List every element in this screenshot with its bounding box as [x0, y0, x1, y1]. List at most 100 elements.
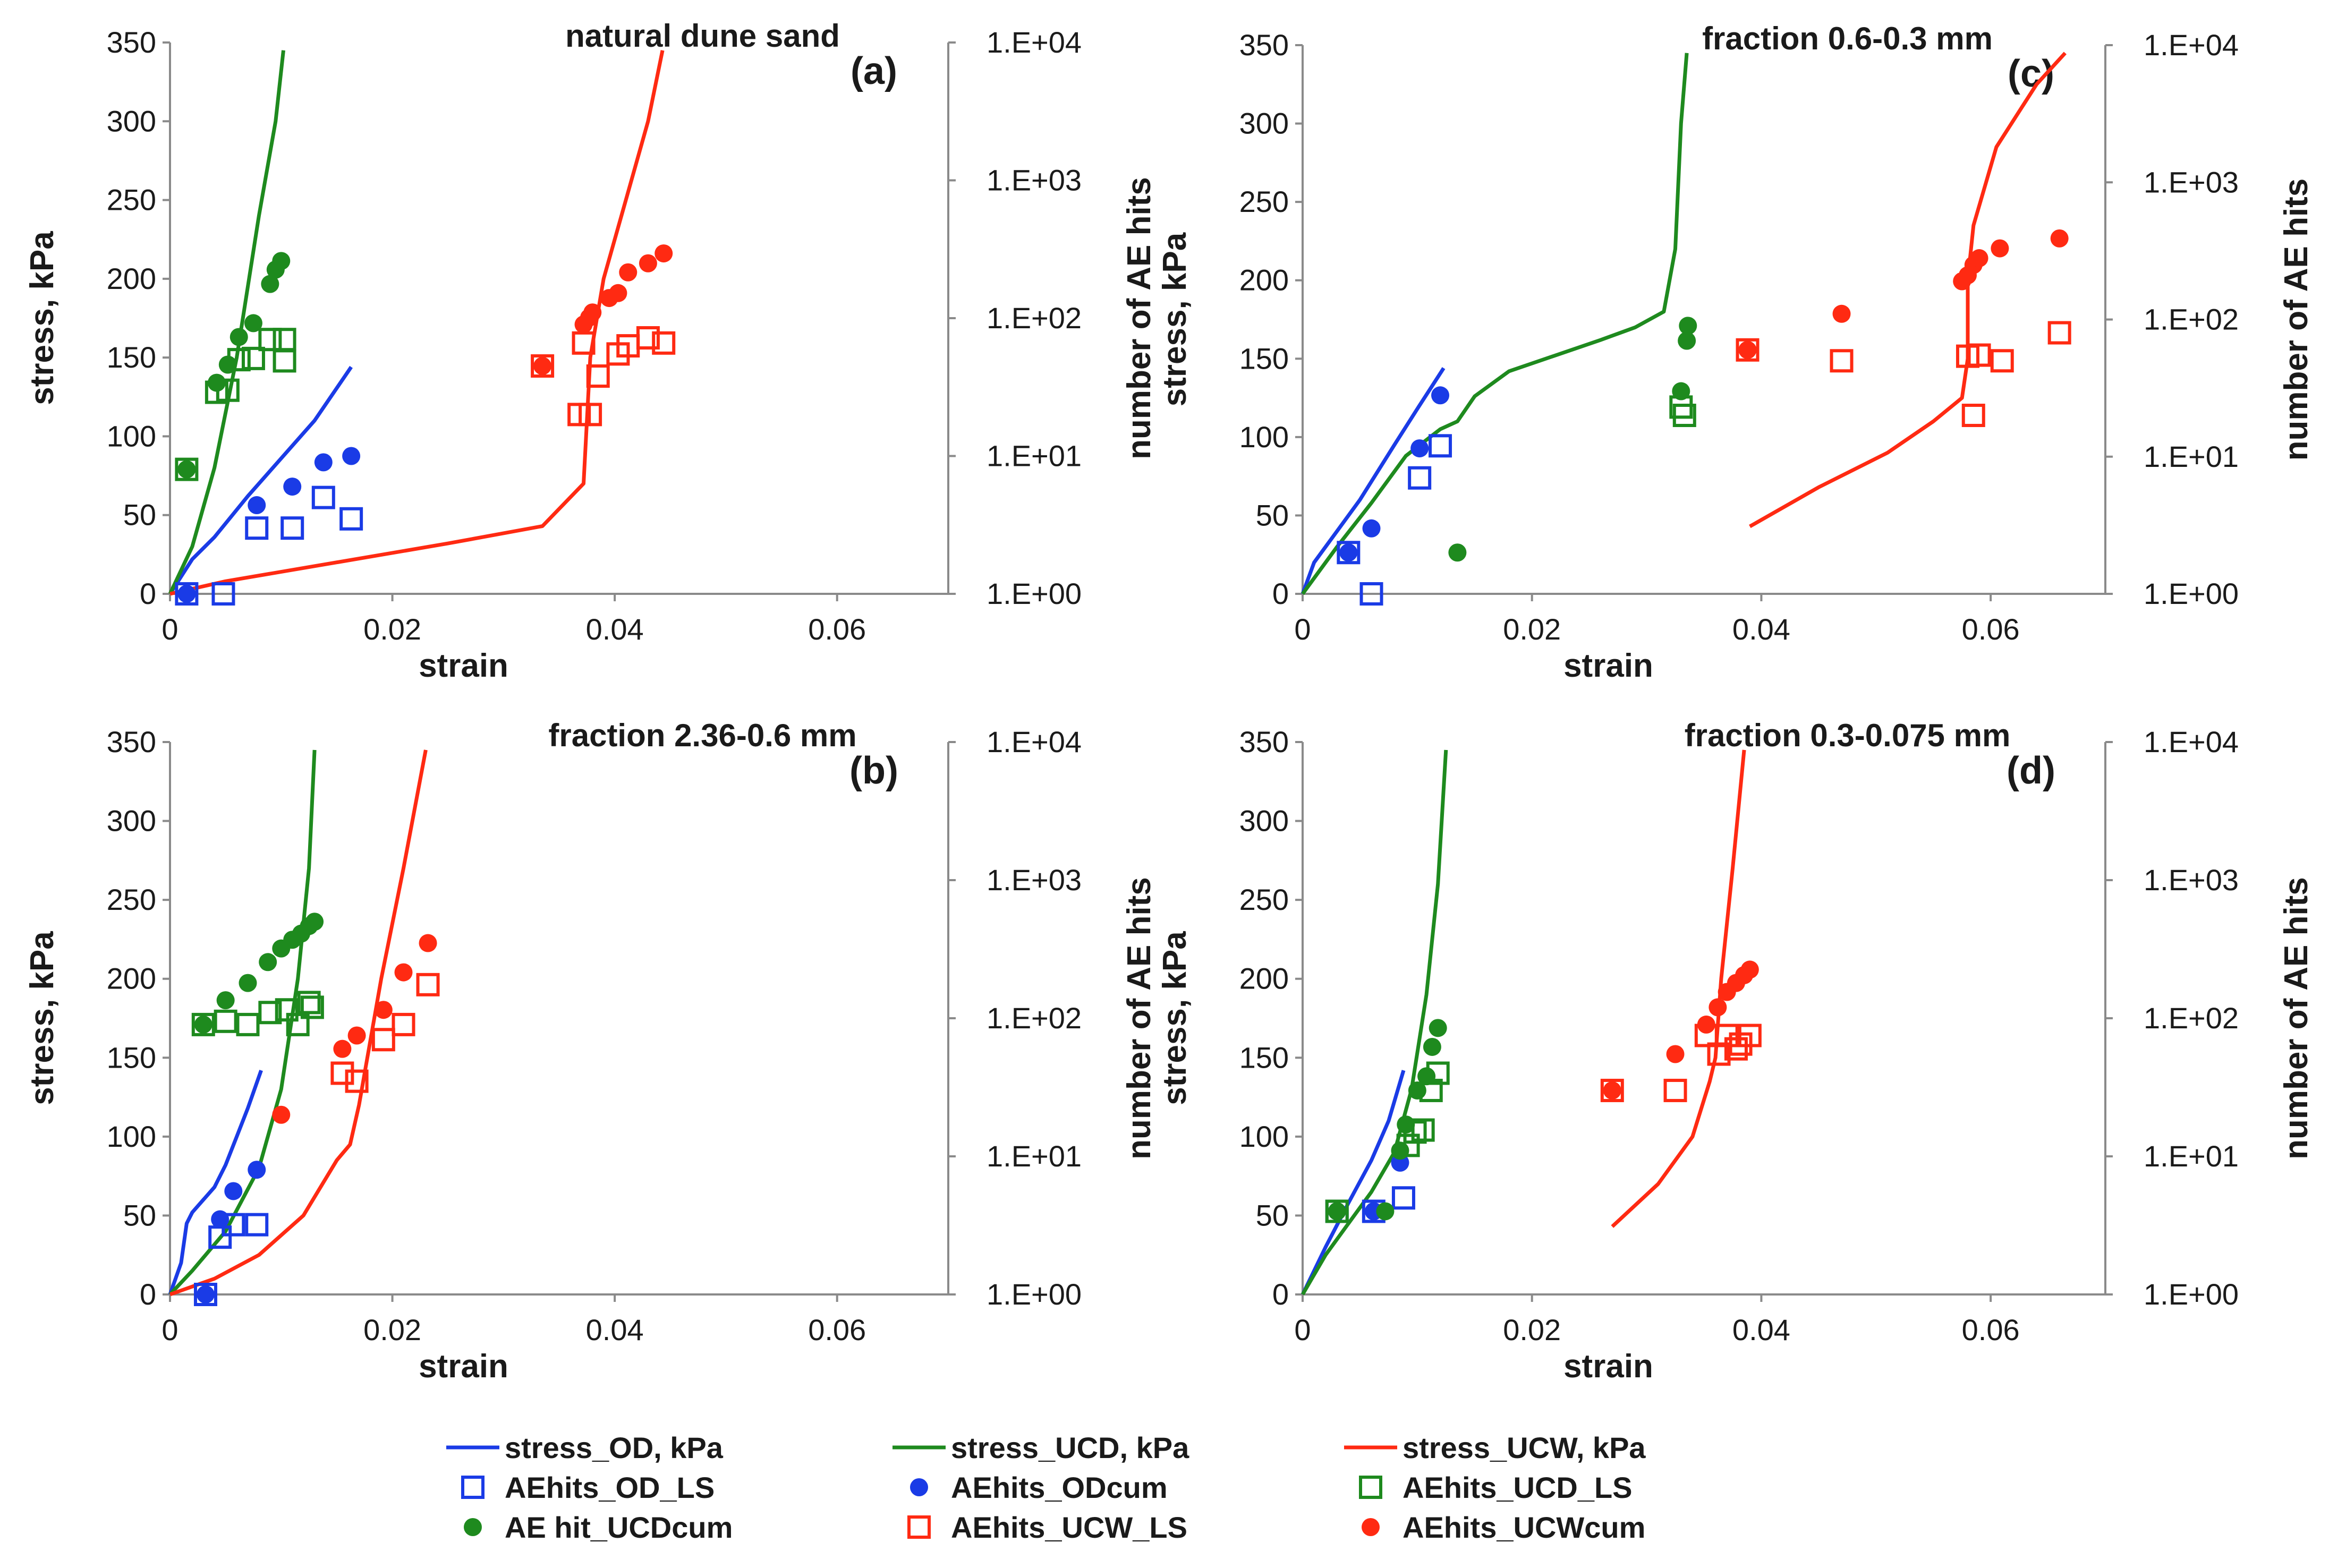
x-axis-label: strain — [1563, 647, 1653, 684]
point-AEhits_UCW_LS — [636, 326, 660, 350]
legend-label: stress_OD, kPa — [505, 1431, 724, 1464]
point-AEhits_UCW_LS — [1967, 343, 1991, 367]
y2-tick-label: 1.E+01 — [987, 439, 1082, 473]
point-AEhits_ODcum — [177, 585, 196, 603]
point-AEhits_UCWcum — [619, 263, 638, 282]
point-AEhits_OD_LS — [245, 516, 269, 540]
point-AEhits_UCD_LS — [191, 1012, 215, 1036]
point-AEhits_OD_LS — [311, 485, 335, 509]
x-tick-label: 0.02 — [363, 612, 421, 646]
point-AEhits_UCWcum — [533, 356, 552, 375]
legend-label: AE hit_UCDcum — [505, 1511, 733, 1544]
y2-tick-label: 1.E+02 — [987, 301, 1082, 335]
point-AEhits_UCWcum — [1738, 340, 1757, 359]
point-AEhits_UCWcum — [347, 1026, 366, 1045]
point-AEhits_UCW_LS — [371, 1028, 395, 1052]
chart-panel-4: 0 50 100 150 200 250 300 350 0 0.02 0.04 0.06 1.E+00… — [1157, 718, 2315, 1385]
chart-panel-1: 0 50 100 150 200 250 300 350 0 0.02 0.04 0.06 1.E+00… — [24, 18, 1158, 684]
point-AE_hit_UCDcum — [1678, 331, 1696, 350]
y2-tick-label: 1.E+03 — [987, 863, 1082, 897]
point-AEhits_UCD_LS — [300, 995, 324, 1019]
point-AEhits_OD_LS — [280, 516, 304, 540]
point-AE_hit_UCDcum — [239, 974, 257, 992]
series-line-stress_UCW — [169, 749, 428, 1297]
legend-item: AEhits_UCD_LS — [1359, 1471, 1633, 1504]
series-line-stress_UCD — [1301, 53, 1689, 595]
y2-tick-label: 1.E+04 — [987, 725, 1082, 759]
point-AEhits_UCWcum — [1740, 960, 1759, 979]
point-AEhits_UCW_LS — [1990, 349, 2014, 373]
y2-tick-label: 1.E+02 — [987, 1001, 1082, 1035]
point-AE_hit_UCDcum — [1448, 543, 1467, 562]
point-AEhits_ODcum — [342, 447, 361, 465]
x-axis-label: strain — [419, 1348, 508, 1385]
point-AEhits_UCWcum — [272, 1105, 291, 1124]
y-tick-label: 100 — [107, 419, 156, 453]
point-AEhits_UCWcum — [1666, 1045, 1685, 1063]
point-AE_hit_UCDcum — [1328, 1202, 1346, 1221]
legend-square-swatch — [461, 1476, 484, 1499]
panel-label: (b) — [849, 749, 898, 792]
y-tick-label: 200 — [107, 962, 156, 995]
legend-label: AEhits_ODcum — [951, 1471, 1168, 1504]
y2-axis-label: number of AE hits — [2278, 178, 2315, 461]
x-tick-label: 0.04 — [586, 1313, 644, 1347]
point-AEhits_UCWcum — [333, 1039, 352, 1058]
y-tick-label: 100 — [1239, 1120, 1289, 1153]
x-tick-label: 0.02 — [363, 1313, 421, 1347]
point-AEhits_UCW_LS — [1736, 338, 1760, 362]
chart-panels: 0 50 100 150 200 250 300 350 0 0.02 0.04 0.06 1.E+00… — [24, 18, 2315, 1385]
point-AEhits_UCWcum — [654, 244, 673, 263]
point-AEhits_UCW_LS — [1600, 1078, 1624, 1102]
series-line-stress_OD — [168, 1069, 263, 1296]
legend-square-swatch — [1359, 1476, 1382, 1499]
point-AEhits_UCWcum — [1603, 1081, 1621, 1100]
x-tick-label: 0.06 — [808, 612, 866, 646]
point-AEhits_UCD_LS — [214, 1009, 237, 1033]
x-tick-label: 0.04 — [1732, 612, 1790, 646]
x-tick-label: 0.02 — [1503, 612, 1561, 646]
point-AEhits_ODcum — [248, 1161, 266, 1179]
legend-item: AEhits_UCWcum — [1362, 1511, 1645, 1544]
y-tick-label: 250 — [107, 883, 156, 916]
legend-label: AEhits_UCD_LS — [1402, 1471, 1633, 1504]
point-AE_hit_UCDcum — [216, 991, 235, 1010]
point-AEhits_OD_LS — [1337, 541, 1361, 565]
y-tick-label: 100 — [107, 1120, 156, 1153]
point-AEhits_UCD_LS — [236, 1012, 260, 1036]
point-AE_hit_UCDcum — [272, 252, 291, 270]
point-AEhits_OD_LS — [1359, 582, 1383, 606]
point-AEhits_ODcum — [211, 1210, 230, 1229]
y2-tick-label: 1.E+04 — [2144, 725, 2239, 759]
y2-tick-label: 1.E+00 — [2144, 577, 2239, 610]
point-AEhits_ODcum — [1362, 519, 1381, 538]
chart-panel-2: 0 50 100 150 200 250 300 350 0 0.02 0.04 0.06 1.E+00… — [24, 718, 1158, 1385]
point-AEhits_ODcum — [248, 496, 266, 515]
point-AE_hit_UCDcum — [194, 1015, 212, 1034]
point-AE_hit_UCDcum — [177, 460, 196, 479]
y-tick-label: 50 — [123, 1198, 156, 1232]
y2-tick-label: 1.E+00 — [987, 1277, 1082, 1311]
point-AEhits_OD_LS — [245, 1213, 269, 1237]
y2-axis-label: number of AE hits — [1121, 877, 1158, 1160]
point-AEhits_ODcum — [314, 453, 333, 472]
y-axis-label: stress, kPa — [24, 931, 61, 1105]
y2-tick-label: 1.E+01 — [2144, 440, 2239, 473]
y-tick-label: 350 — [1239, 28, 1289, 62]
point-AEhits_UCWcum — [583, 303, 602, 322]
point-AEhits_UCD_LS — [273, 349, 296, 373]
legend-item: AEhits_UCW_LS — [907, 1511, 1187, 1544]
y-tick-label: 350 — [107, 725, 156, 759]
x-tick-label: 0 — [162, 1313, 178, 1347]
point-AE_hit_UCDcum — [1429, 1019, 1447, 1037]
point-AEhits_UCW_LS — [1738, 1024, 1762, 1047]
x-tick-label: 0 — [1294, 612, 1311, 646]
x-axis-label: strain — [419, 647, 508, 684]
point-AEhits_UCD_LS — [258, 328, 282, 352]
legend-item: AEhits_ODcum — [910, 1471, 1168, 1504]
legend-item: AEhits_OD_LS — [461, 1471, 715, 1504]
y2-tick-label: 1.E+03 — [2144, 863, 2239, 897]
y-tick-label: 0 — [140, 1277, 156, 1311]
point-AEhits_ODcum — [1410, 439, 1429, 458]
point-AEhits_UCW_LS — [586, 364, 610, 388]
